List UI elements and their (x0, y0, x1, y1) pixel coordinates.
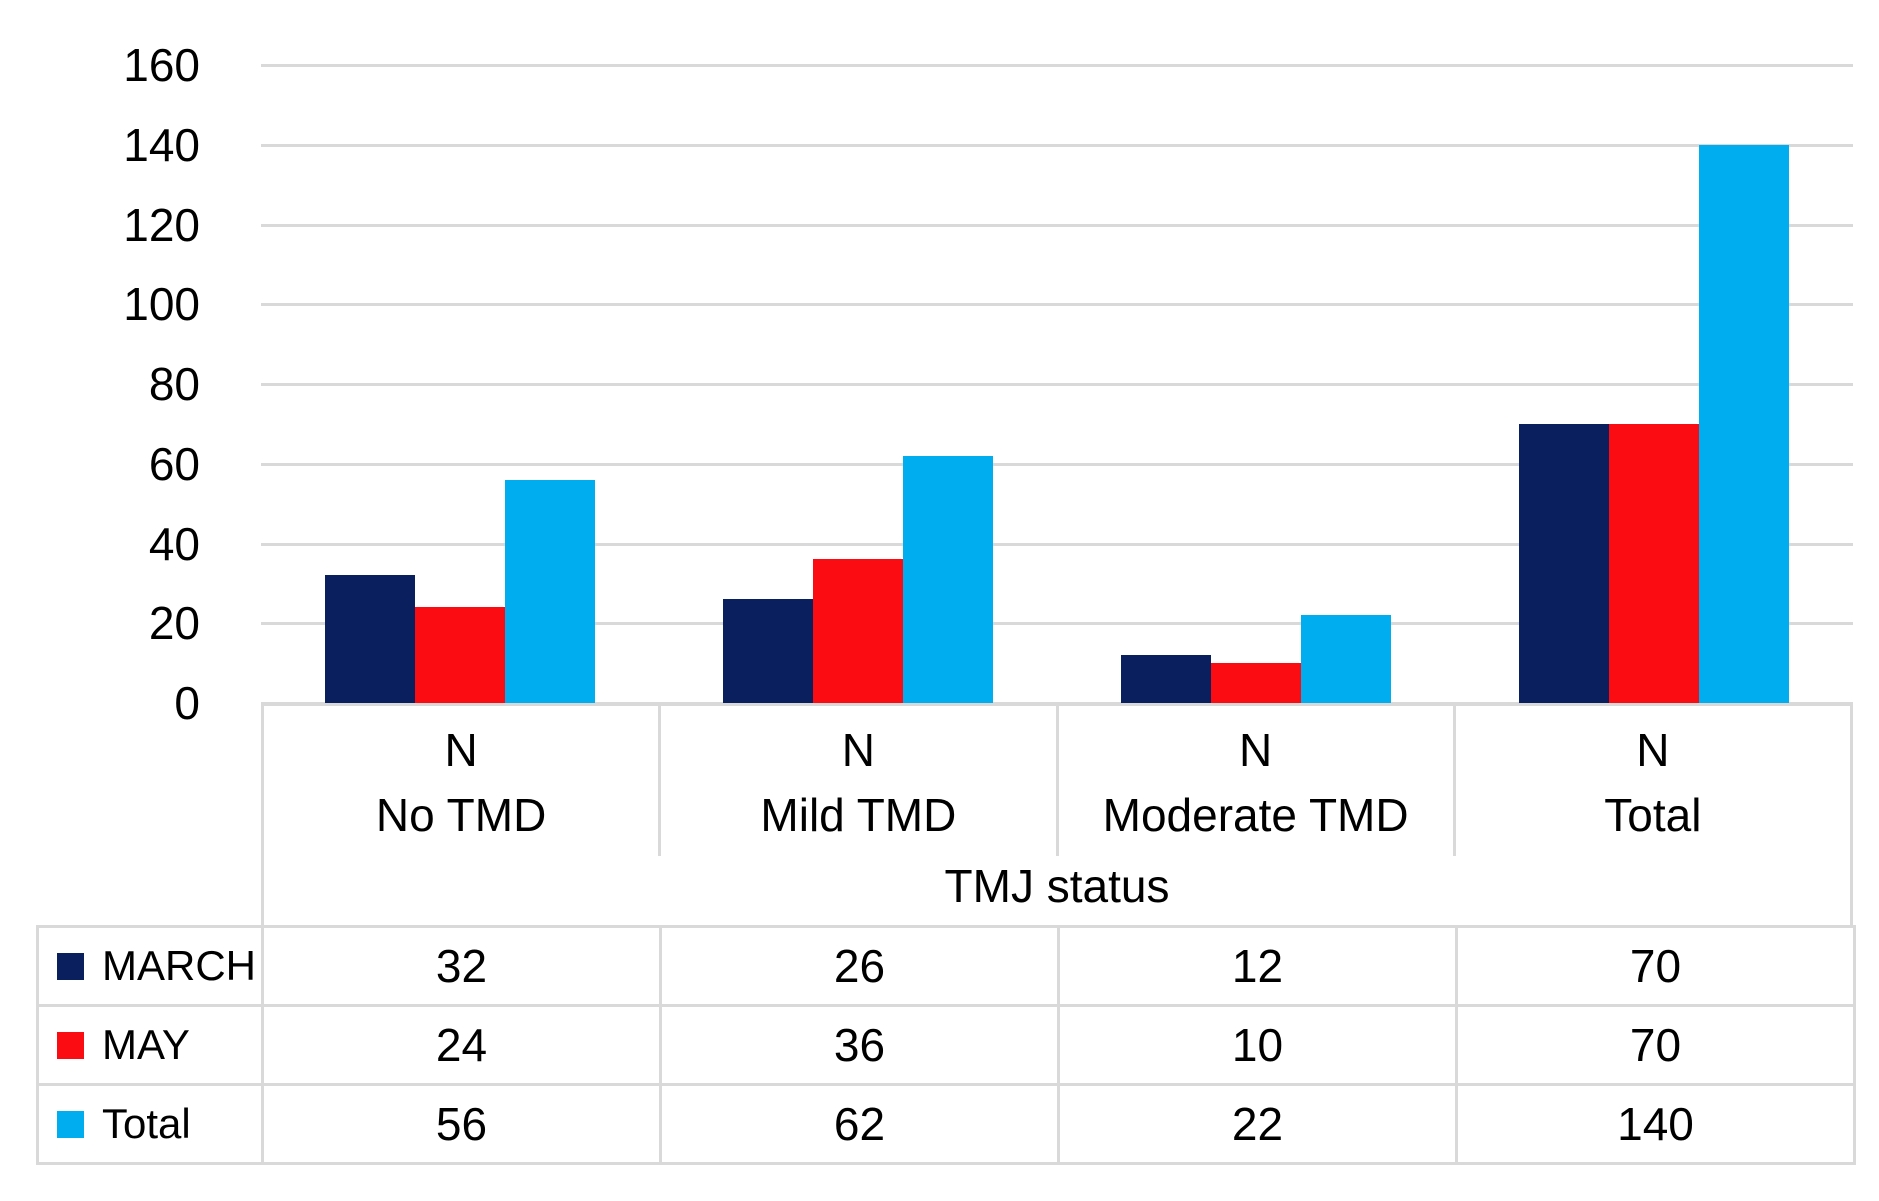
bar-may-no-tmd (415, 607, 505, 703)
value-march-no-tmd: 32 (264, 928, 662, 1007)
gridline-100 (261, 303, 1853, 307)
bar-total-total (1699, 144, 1789, 703)
bar-group-moderate-tmd (1057, 65, 1455, 703)
y-axis-label-100: 100 (123, 278, 200, 331)
category-sub-label: N (841, 724, 875, 776)
value-may-total: 70 (1458, 1007, 1856, 1086)
legend-swatch-total (57, 1110, 84, 1138)
bar-may-total (1609, 423, 1699, 703)
plot-area (261, 65, 1853, 703)
bar-group-mild-tmd (659, 65, 1057, 703)
legend-cell-march: MARCH (39, 928, 264, 1007)
category-label: No TMD (375, 789, 547, 841)
category-label: Moderate TMD (1102, 789, 1409, 841)
category-label: Mild TMD (760, 789, 957, 841)
bar-group-no-tmd (261, 65, 659, 703)
y-axis-label-120: 120 (123, 198, 200, 251)
y-axis-label-80: 80 (148, 358, 200, 410)
legend-cell-may: MAY (39, 1007, 264, 1086)
value-total-no-tmd: 56 (264, 1086, 662, 1165)
bar-group-total (1455, 65, 1853, 703)
y-axis-label-60: 60 (148, 437, 200, 490)
bar-march-total (1519, 423, 1609, 703)
y-axis-label-160: 160 (123, 39, 200, 91)
value-may-no-tmd: 24 (264, 1007, 662, 1086)
y-axis-label-20: 20 (148, 597, 200, 650)
legend-swatch-may (57, 1031, 84, 1059)
legend-swatch-march (57, 952, 84, 980)
value-may-moderate-tmd: 10 (1060, 1007, 1458, 1086)
gridline-80 (261, 383, 1853, 386)
x-axis-title: TMJ status (944, 860, 1170, 912)
data-table: MARCH 32 26 12 70 MAY 24 36 10 70 Total 56 62 22 140 (36, 925, 1856, 1165)
bar-march-no-tmd (325, 575, 415, 703)
gridline-40 (261, 542, 1853, 546)
gridline-60 (261, 462, 1853, 466)
category-sub-label: N (1239, 724, 1273, 776)
value-total-mild-tmd: 62 (662, 1086, 1060, 1165)
bar-march-moderate-tmd (1121, 655, 1211, 703)
y-axis-label-140: 140 (123, 118, 200, 171)
value-total-moderate-tmd: 22 (1060, 1086, 1458, 1165)
value-march-mild-tmd: 26 (662, 928, 1060, 1007)
bar-total-mild-tmd (903, 455, 993, 703)
bar-may-moderate-tmd (1211, 663, 1301, 703)
bar-total-moderate-tmd (1301, 615, 1391, 703)
category-sub-label: N (444, 724, 478, 776)
gridline-160 (261, 64, 1853, 67)
category-column-mild-tmd: N Mild TMD (661, 706, 1059, 856)
y-axis-label-0: 0 (174, 677, 200, 729)
category-sub-label: N (1636, 724, 1670, 776)
category-label: Total (1604, 789, 1702, 841)
bar-march-mild-tmd (723, 599, 813, 703)
category-axis-table: N No TMD N Mild TMD N Moderate TMD N Total TMJ … (261, 703, 1853, 925)
value-may-mild-tmd: 36 (662, 1007, 1060, 1086)
category-column-no-tmd: N No TMD (264, 706, 662, 856)
value-total-total: 140 (1458, 1086, 1856, 1165)
gridline-120 (261, 223, 1853, 227)
bar-total-no-tmd (505, 479, 595, 703)
legend-label: MAY (102, 1021, 190, 1068)
value-march-total: 70 (1458, 928, 1856, 1007)
value-march-moderate-tmd: 12 (1060, 928, 1458, 1007)
gridline-20 (261, 622, 1853, 626)
category-column-moderate-tmd: N Moderate TMD (1059, 706, 1456, 856)
bar-may-mild-tmd (813, 559, 903, 703)
gridline-140 (261, 143, 1853, 147)
legend-label: MARCH (102, 942, 256, 989)
y-axis-tick-labels: 0 20 40 60 80 100 120 140 160 (0, 39, 200, 729)
legend-label: Total (102, 1100, 191, 1147)
category-columns: N No TMD N Mild TMD N Moderate TMD N Total (264, 706, 1850, 856)
y-axis-label-40: 40 (148, 517, 200, 570)
legend-cell-total: Total (39, 1086, 264, 1165)
category-column-total: N Total (1456, 706, 1850, 856)
